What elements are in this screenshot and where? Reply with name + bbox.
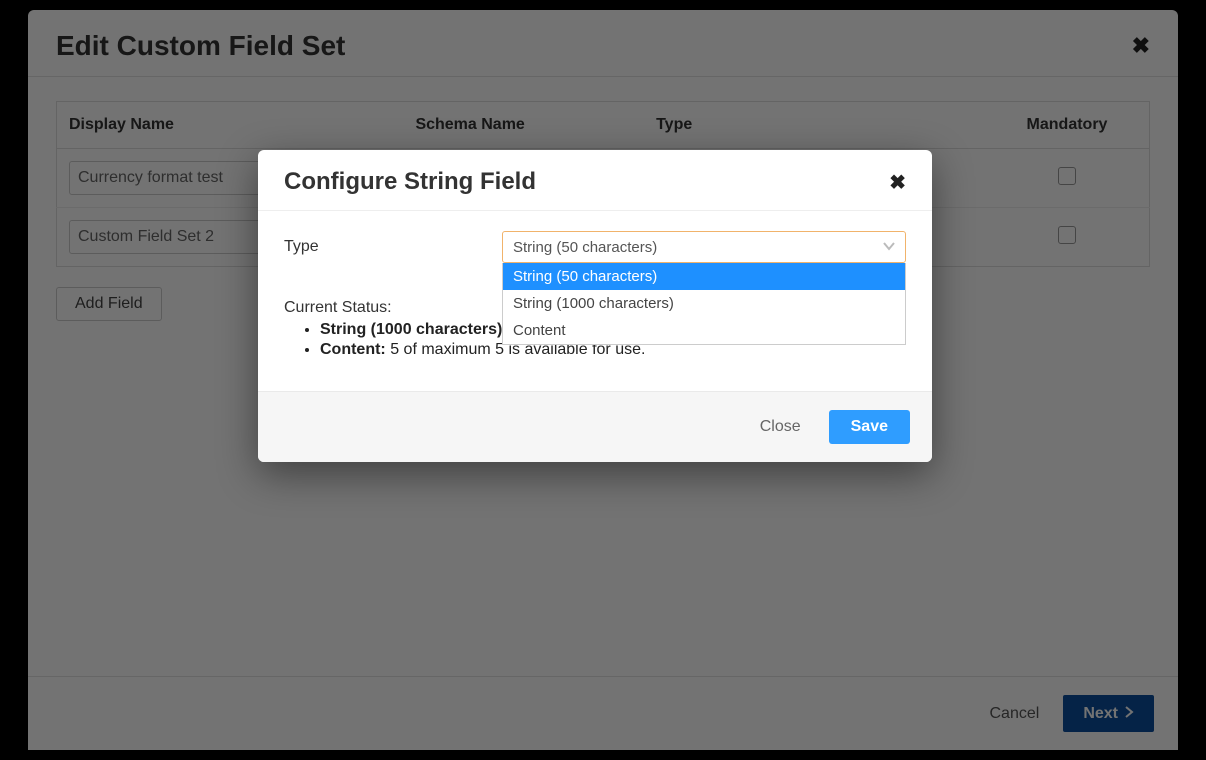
type-select-dropdown: String (50 characters) String (1000 char…: [502, 263, 906, 345]
close-inner-icon[interactable]: ✖: [889, 170, 906, 195]
type-row: Type String (50 characters) String (50 c…: [284, 231, 906, 263]
type-option[interactable]: String (50 characters): [503, 263, 905, 290]
inner-modal-footer: Close Save: [258, 391, 932, 462]
type-select: String (50 characters) String (50 charac…: [502, 231, 906, 263]
chevron-down-icon: [883, 240, 895, 254]
inner-modal-header: Configure String Field ✖: [258, 150, 932, 211]
save-button[interactable]: Save: [829, 410, 910, 444]
status-item-bold: String (1000 characters):: [320, 321, 508, 338]
close-button[interactable]: Close: [760, 418, 801, 436]
type-select-value: String (50 characters): [513, 239, 657, 256]
configure-string-field-modal: Configure String Field ✖ Type String (50…: [258, 150, 932, 462]
status-item-bold: Content:: [320, 341, 386, 358]
type-option[interactable]: String (1000 characters): [503, 290, 905, 317]
type-select-box[interactable]: String (50 characters): [502, 231, 906, 263]
inner-modal-title: Configure String Field: [284, 168, 536, 196]
type-option[interactable]: Content: [503, 317, 905, 344]
type-label: Type: [284, 238, 502, 256]
inner-modal-body: Type String (50 characters) String (50 c…: [258, 211, 932, 391]
